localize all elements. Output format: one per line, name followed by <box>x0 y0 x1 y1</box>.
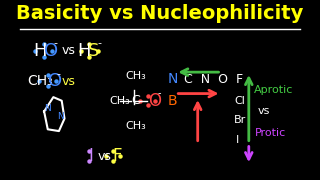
Text: I: I <box>236 135 239 145</box>
Text: -: - <box>98 39 101 49</box>
Text: vs: vs <box>257 106 269 116</box>
Text: -: - <box>57 69 61 79</box>
Text: CH₃: CH₃ <box>28 74 53 88</box>
Text: vs: vs <box>62 75 76 87</box>
Text: O: O <box>148 92 161 110</box>
Text: O: O <box>48 72 62 90</box>
Text: Cl: Cl <box>234 96 245 106</box>
Text: N: N <box>168 72 178 86</box>
Text: N: N <box>57 112 64 122</box>
Text: vs: vs <box>98 150 112 163</box>
Text: H: H <box>33 42 46 60</box>
Text: CH₃: CH₃ <box>125 71 146 81</box>
Text: vs: vs <box>62 44 76 57</box>
Text: C  N  O  F: C N O F <box>184 73 243 86</box>
Text: C: C <box>132 94 140 107</box>
Text: Protic: Protic <box>254 128 286 138</box>
Text: -: - <box>158 89 161 99</box>
Text: Aprotic: Aprotic <box>253 85 293 95</box>
Text: CH₃: CH₃ <box>125 121 146 131</box>
Text: H: H <box>78 42 91 60</box>
Text: F: F <box>112 147 122 165</box>
Text: Basicity vs Nucleophilicity: Basicity vs Nucleophilicity <box>16 4 304 23</box>
Text: O: O <box>44 42 58 60</box>
Text: N: N <box>44 103 51 112</box>
Text: Br: Br <box>234 115 246 125</box>
Text: CH₃: CH₃ <box>110 96 131 106</box>
Text: I: I <box>88 147 93 165</box>
Text: B: B <box>168 94 178 108</box>
Text: S: S <box>88 42 100 60</box>
Text: -: - <box>53 39 57 49</box>
